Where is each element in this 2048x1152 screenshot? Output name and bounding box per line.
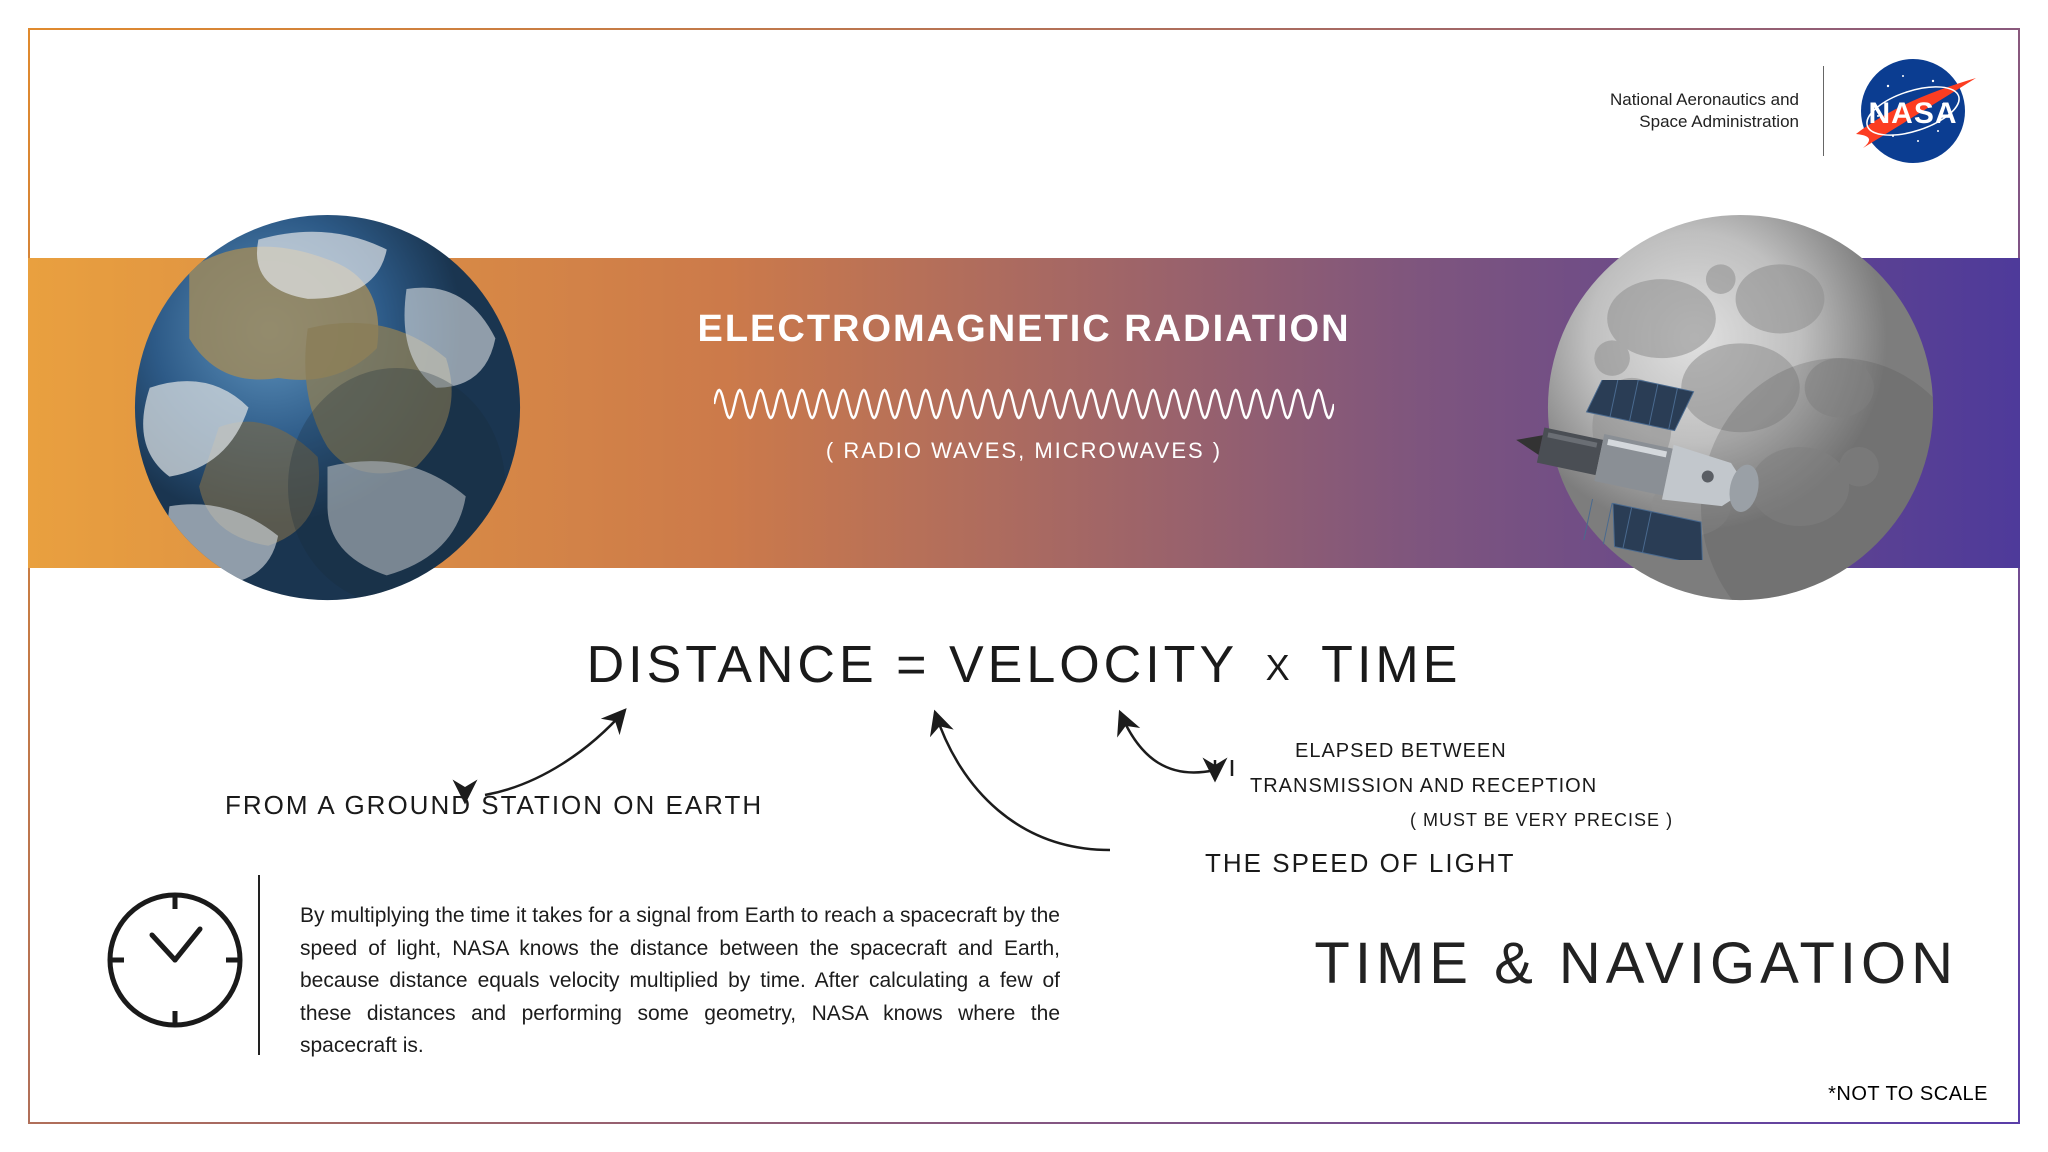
earth-icon xyxy=(130,210,525,605)
header: National Aeronautics and Space Administr… xyxy=(1610,56,1978,166)
title-pre: TIME xyxy=(1314,931,1494,996)
svg-text:NASA: NASA xyxy=(1868,97,1957,130)
nasa-logo-icon: NASA xyxy=(1848,56,1978,166)
spacecraft-icon xyxy=(1498,380,1818,560)
description-text: By multiplying the time it takes for a s… xyxy=(300,900,1060,1063)
header-divider xyxy=(1823,66,1824,156)
org-line2: Space Administration xyxy=(1610,111,1799,133)
title-post: NAVIGATION xyxy=(1538,931,1958,996)
annotation-arrows xyxy=(0,640,2048,900)
em-wave-icon xyxy=(714,384,1334,424)
description-divider xyxy=(258,875,260,1055)
clock-icon xyxy=(100,885,250,1035)
org-name: National Aeronautics and Space Administr… xyxy=(1610,89,1799,133)
title-amp: & xyxy=(1494,931,1538,996)
band-title: ELECTROMAGNETIC RADIATION xyxy=(697,308,1350,351)
org-line1: National Aeronautics and xyxy=(1610,89,1799,111)
footnote: *NOT TO SCALE xyxy=(1828,1083,1988,1106)
band-subtitle: ( RADIO WAVES, MICROWAVES ) xyxy=(826,438,1222,464)
section-title: TIME & NAVIGATION xyxy=(1314,930,1958,997)
